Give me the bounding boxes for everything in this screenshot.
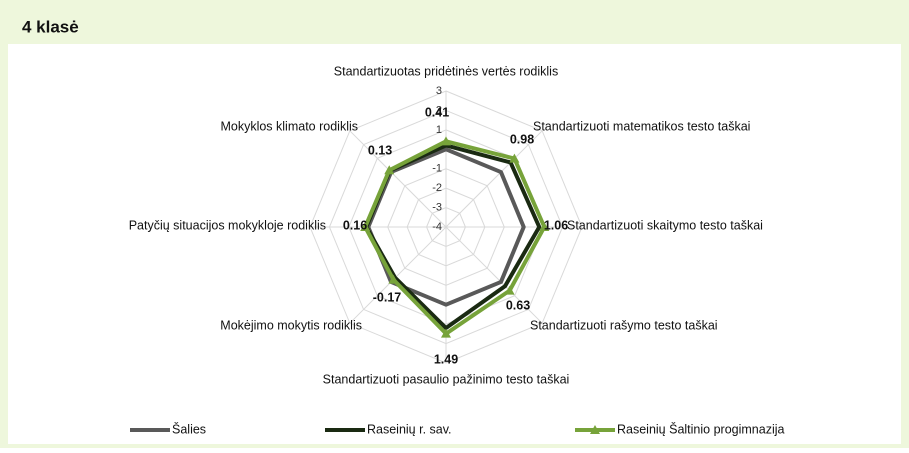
tick-label: -3: [432, 201, 442, 213]
legend-label: Raseinių Šaltinio progimnazija: [617, 421, 784, 436]
axis-label: Mokyklos klimato rodiklis: [220, 119, 358, 133]
marker: [384, 165, 395, 175]
legend-label: Šalies: [172, 421, 206, 436]
tick-label: -4: [432, 221, 442, 233]
axis-label: Standartizuoti matematikos testo taškai: [533, 119, 750, 133]
spoke: [445, 226, 543, 324]
tick-label: 1: [436, 124, 442, 136]
axis-label: Mokėjimo mokytis rodiklis: [220, 318, 362, 332]
spoke: [349, 130, 447, 228]
chart-title: 4 klasė: [22, 17, 79, 36]
panel: [8, 44, 901, 444]
data-label: 0.13: [368, 143, 392, 157]
data-label: 0.16: [343, 218, 367, 232]
data-label: 1.49: [434, 352, 458, 366]
data-label: 0.63: [506, 298, 530, 312]
legend-marker: [590, 425, 600, 434]
marker: [441, 328, 451, 338]
marker: [504, 285, 515, 295]
data-label: 0.98: [510, 132, 534, 146]
marker: [360, 222, 371, 231]
data-label: 0.41: [425, 105, 449, 119]
tick-label: 2: [436, 104, 442, 116]
axis-label: Standartizuoti pasaulio pažinimo testo t…: [323, 372, 570, 386]
axis-label: Standartizuotas pridėtinės vertės rodikl…: [334, 64, 558, 78]
spoke: [349, 226, 447, 324]
marker: [509, 153, 520, 163]
axis-label: Standartizuoti skaitymo testo taškai: [567, 218, 763, 232]
data-label: 1.06: [544, 218, 568, 232]
marker: [539, 222, 550, 231]
spoke: [445, 130, 543, 228]
marker: [388, 274, 399, 284]
tick-label: 3: [436, 85, 442, 97]
legend-label: Raseinių r. sav.: [367, 422, 452, 436]
tick-label: -2: [432, 182, 442, 194]
data-label: -0.17: [373, 290, 402, 304]
axis-label: Patyčių situacijos mokykloje rodiklis: [129, 218, 326, 232]
marker: [441, 136, 451, 146]
axis-label: Standartizuoti rašymo testo taškai: [530, 318, 718, 332]
tick-label: -1: [432, 163, 442, 175]
